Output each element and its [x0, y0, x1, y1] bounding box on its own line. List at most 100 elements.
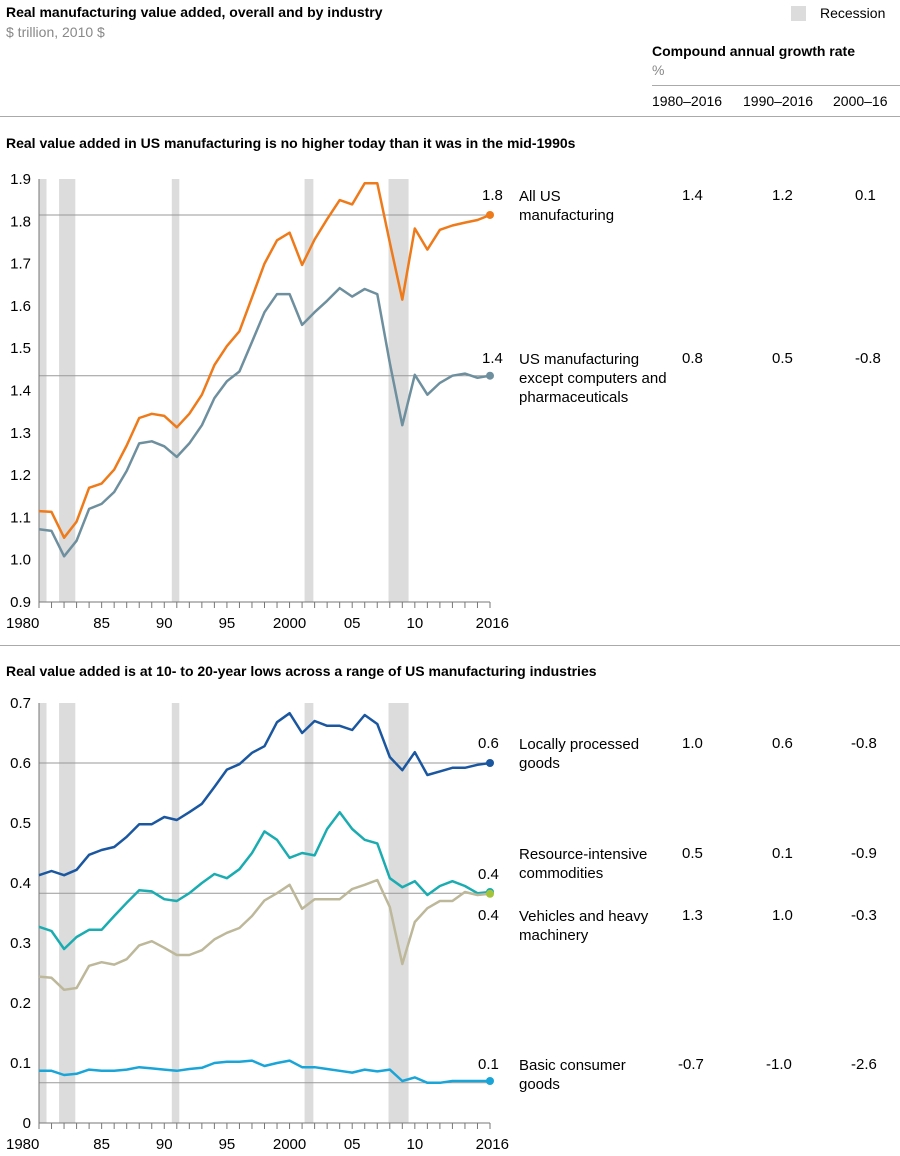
- cagr-vehicles-2000: -0.3: [851, 907, 877, 924]
- cagr-local-1990: 0.6: [772, 735, 793, 752]
- y-tick-label: 1.3: [10, 425, 31, 442]
- series-line: [38, 286, 491, 558]
- x-tick-label: 2016: [476, 615, 509, 632]
- y-tick-label: 1.1: [10, 509, 31, 526]
- recession-band: [171, 179, 180, 602]
- recession-band: [171, 703, 180, 1123]
- y-tick-label: 1.0: [10, 552, 31, 569]
- cagr-local-2000: -0.8: [851, 735, 877, 752]
- x-tick-label: 05: [344, 615, 361, 632]
- series-end-point: [486, 759, 494, 767]
- row-label-local: Locally processed goods: [519, 736, 640, 772]
- y-tick-label: 1.9: [10, 171, 31, 188]
- x-tick-label: 10: [406, 615, 423, 632]
- y-tick-label: 0.1: [10, 1055, 31, 1072]
- cagr-all-us-1990: 1.2: [772, 187, 793, 204]
- x-tick-label: 95: [219, 615, 236, 632]
- series-line: [38, 711, 491, 877]
- row-label-basic: Basic consumer goods: [519, 1057, 626, 1093]
- period-header-2: 1990–2016: [743, 93, 814, 109]
- cagr-resource-1990: 0.1: [772, 845, 793, 862]
- period-header-3: 2000–16: [833, 93, 888, 109]
- recession-band: [59, 179, 76, 602]
- recession-band: [388, 703, 409, 1123]
- y-tick-label: 1.8: [10, 213, 31, 230]
- chart-unit: $ trillion, 2010 $: [6, 24, 105, 40]
- series-line: [39, 1059, 490, 1085]
- row-label-vehicles: Vehicles and heavy machinery: [519, 908, 649, 944]
- y-tick-label: 0.6: [10, 755, 31, 772]
- recession-band: [59, 703, 76, 1123]
- cagr-except-2000: -0.8: [855, 350, 881, 367]
- x-tick-label: 1980: [6, 615, 39, 632]
- cagr-unit: %: [652, 62, 665, 78]
- y-tick-label: 1.5: [10, 340, 31, 357]
- recession-band: [304, 179, 314, 602]
- y-tick-label: 0: [23, 1115, 31, 1132]
- y-tick-label: 0.5: [10, 815, 31, 832]
- chart-title: Real manufacturing value added, overall …: [6, 4, 383, 20]
- series-end-point: [486, 1077, 494, 1085]
- cagr-vehicles-1990: 1.0: [772, 907, 793, 924]
- series-line: [38, 181, 491, 539]
- row-label-resource: Resource-intensive commodities: [519, 846, 648, 882]
- cagr-all-us-1980: 1.4: [682, 187, 703, 204]
- cagr-divider: [652, 85, 900, 86]
- x-tick-label: 1980: [6, 1136, 39, 1153]
- x-tick-label: 95: [219, 1136, 236, 1153]
- row-label-all-us: All US manufacturing: [519, 188, 615, 224]
- y-tick-label: 0.3: [10, 935, 31, 952]
- section-title-2: Real value added is at 10- to 20-year lo…: [6, 663, 597, 679]
- recession-legend-swatch: [791, 6, 806, 21]
- cagr-vehicles-1980: 1.3: [682, 907, 703, 924]
- series-end-point: [486, 210, 494, 219]
- end-label-vehicles: 0.4: [478, 907, 499, 924]
- end-label-basic: 0.1: [478, 1056, 499, 1073]
- period-header-1: 1980–2016: [652, 93, 723, 109]
- x-tick-label: 05: [344, 1136, 361, 1153]
- y-tick-label: 1.6: [10, 298, 31, 315]
- series-end-point: [486, 371, 494, 380]
- cagr-except-1990: 0.5: [772, 350, 793, 367]
- recession-legend-label: Recession: [820, 5, 886, 21]
- cagr-resource-1980: 0.5: [682, 845, 703, 862]
- x-tick-label: 2000: [273, 615, 306, 632]
- recession-band: [39, 703, 47, 1123]
- cagr-resource-2000: -0.9: [851, 845, 877, 862]
- cagr-local-1980: 1.0: [682, 735, 703, 752]
- section-title-1: Real value added in US manufacturing is …: [6, 135, 576, 151]
- series-end-point: [486, 889, 494, 898]
- y-tick-label: 1.7: [10, 256, 31, 273]
- row-label-except: US manufacturing except computers and ph…: [519, 351, 667, 406]
- x-tick-label: 90: [156, 1136, 173, 1153]
- y-tick-label: 0.9: [10, 594, 31, 611]
- end-label-all-us: 1.8: [482, 187, 503, 204]
- header-divider: [0, 116, 900, 117]
- y-tick-label: 1.2: [10, 467, 31, 484]
- x-tick-label: 2000: [273, 1136, 306, 1153]
- x-tick-label: 85: [93, 1136, 110, 1153]
- end-label-resource: 0.4: [478, 866, 499, 883]
- end-label-local: 0.6: [478, 735, 499, 752]
- cagr-basic-1990: -1.0: [766, 1056, 792, 1073]
- section-divider: [0, 645, 900, 646]
- end-label-except: 1.4: [482, 350, 503, 367]
- x-tick-label: 85: [93, 615, 110, 632]
- y-tick-label: 0.4: [10, 875, 31, 892]
- cagr-title: Compound annual growth rate: [652, 43, 855, 59]
- y-tick-label: 0.7: [10, 695, 31, 712]
- y-tick-label: 1.4: [10, 383, 31, 400]
- cagr-except-1980: 0.8: [682, 350, 703, 367]
- y-tick-label: 0.2: [10, 995, 31, 1012]
- recession-band: [304, 703, 314, 1123]
- cagr-basic-2000: -2.6: [851, 1056, 877, 1073]
- series-line: [38, 810, 491, 951]
- cagr-all-us-2000: 0.1: [855, 187, 876, 204]
- recession-band: [388, 179, 409, 602]
- x-tick-label: 10: [406, 1136, 423, 1153]
- x-tick-label: 2016: [476, 1136, 509, 1153]
- cagr-basic-1980: -0.7: [678, 1056, 704, 1073]
- series-line: [38, 878, 491, 992]
